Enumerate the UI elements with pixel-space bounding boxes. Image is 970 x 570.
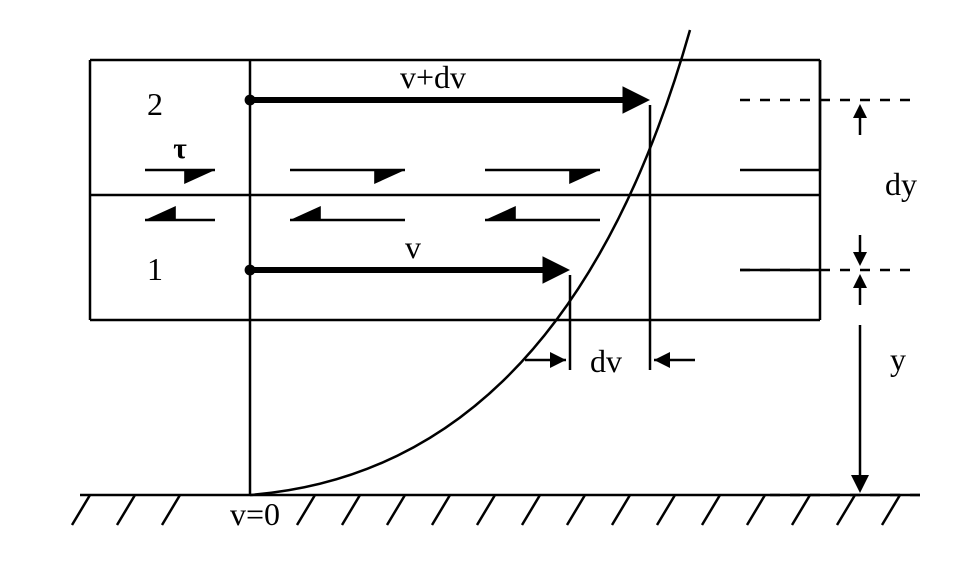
tau-lower-2-head [485, 206, 516, 220]
ground-hatch [297, 495, 315, 525]
y-arrow-down-head [851, 475, 869, 493]
y-arrow-up-head [853, 274, 867, 288]
label-dy: dy [885, 166, 917, 202]
dv-arrow-right-head [654, 352, 670, 368]
dy-arrow-up-head [853, 104, 867, 118]
ground-hatch [387, 495, 405, 525]
vector-v-head [543, 256, 571, 284]
ground-hatch [702, 495, 720, 525]
ground-hatch [657, 495, 675, 525]
ground-hatch [522, 495, 540, 525]
label-vplusdv: v+dv [400, 59, 466, 95]
ground-hatch [162, 495, 180, 525]
label-tau: τ [173, 133, 187, 165]
ground-hatch [567, 495, 585, 525]
vector-vplusdv-origin-dot [245, 95, 256, 106]
label-dv: dv [590, 343, 622, 379]
label-v: v [405, 229, 421, 265]
ground-hatch [342, 495, 360, 525]
vector-vplusdv-head [623, 86, 651, 114]
tau-upper-1-head [374, 170, 405, 184]
tau-upper-0-head [184, 170, 215, 184]
ground-hatch [612, 495, 630, 525]
dv-arrow-left-head [550, 352, 566, 368]
tau-upper-2-head [569, 170, 600, 184]
label-layer1: 1 [147, 251, 163, 287]
ground-hatch [477, 495, 495, 525]
ground-hatch [837, 495, 855, 525]
label-v0: v=0 [230, 496, 280, 532]
ground-hatch [792, 495, 810, 525]
ground-hatch [432, 495, 450, 525]
ground-hatch [117, 495, 135, 525]
ground-hatch [747, 495, 765, 525]
ground-hatch [882, 495, 900, 525]
label-y: y [890, 341, 906, 377]
tau-lower-0-head [145, 206, 176, 220]
dy-arrow-down-head [853, 252, 867, 266]
ground-hatch [72, 495, 90, 525]
tau-lower-1-head [290, 206, 321, 220]
label-layer2: 2 [147, 86, 163, 122]
vector-v-origin-dot [245, 265, 256, 276]
